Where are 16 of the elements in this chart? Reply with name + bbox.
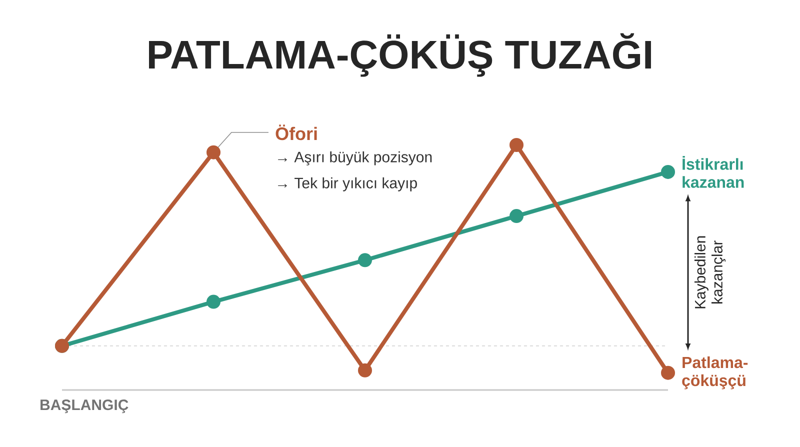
point xyxy=(510,209,524,224)
point xyxy=(206,145,221,160)
point xyxy=(661,366,676,380)
series-label: İstikrarlı kazanan xyxy=(682,156,744,188)
point xyxy=(510,138,524,152)
text: Öfori xyxy=(276,124,317,140)
point xyxy=(358,253,372,268)
series-label: Patlama-çöküşçü xyxy=(682,356,748,390)
annotation: → Tek bir yıkıcı kayıp xyxy=(278,177,417,192)
point xyxy=(358,363,372,378)
annotation: → Aşırı büyük pozisyon xyxy=(278,151,432,166)
chart-title: PATLAMA-ÇÖKÜŞ TUZAĞI xyxy=(149,33,651,77)
point xyxy=(206,294,221,309)
text: Kaybedilen kazançlar xyxy=(694,236,726,308)
point xyxy=(661,164,676,179)
ref-line-label: BAŞLANGIÇ xyxy=(40,400,128,414)
